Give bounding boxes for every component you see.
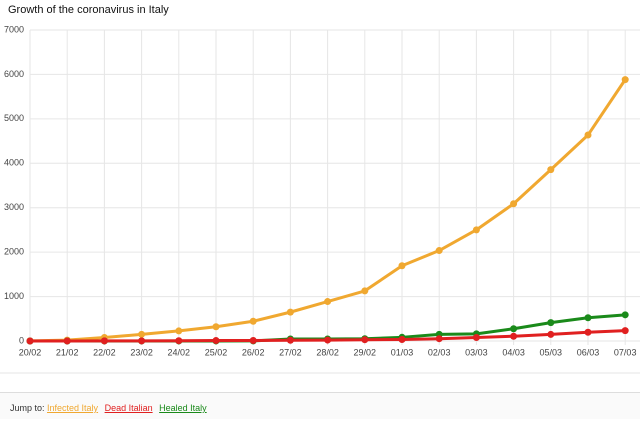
point bbox=[286, 336, 294, 344]
point bbox=[398, 262, 406, 270]
footer: Jump to: Infected Italy Dead Italian Hea… bbox=[0, 392, 640, 419]
x-tick-label: 05/03 bbox=[540, 347, 563, 357]
point bbox=[510, 200, 518, 208]
point bbox=[584, 131, 592, 139]
point bbox=[435, 247, 443, 255]
point bbox=[324, 336, 332, 344]
x-tick-label: 04/03 bbox=[502, 347, 525, 357]
point bbox=[249, 317, 257, 325]
point bbox=[621, 327, 629, 335]
x-tick-label: 06/03 bbox=[577, 347, 600, 357]
point bbox=[621, 76, 629, 84]
point bbox=[361, 336, 369, 344]
point bbox=[584, 314, 592, 322]
x-tick-label: 07/03 bbox=[614, 347, 637, 357]
x-tick-label: 03/03 bbox=[465, 347, 488, 357]
x-tick-label: 28/02 bbox=[316, 347, 339, 357]
x-tick-label: 02/03 bbox=[428, 347, 451, 357]
chart: Growth of the coronavirus in Italy 0 1000… bbox=[0, 4, 640, 374]
point bbox=[175, 337, 183, 345]
point bbox=[138, 330, 146, 338]
x-tick-label: 20/02 bbox=[19, 347, 42, 357]
x-tick-label: 26/02 bbox=[242, 347, 265, 357]
point bbox=[26, 337, 34, 345]
x-tick-label: 22/02 bbox=[93, 347, 116, 357]
point bbox=[547, 319, 555, 327]
point bbox=[547, 166, 555, 174]
point bbox=[212, 323, 220, 331]
y-tick-label: 2000 bbox=[4, 247, 24, 257]
x-tick-label: 01/03 bbox=[391, 347, 414, 357]
point bbox=[510, 332, 518, 340]
point bbox=[249, 336, 257, 344]
point bbox=[63, 337, 71, 345]
point bbox=[286, 308, 294, 316]
x-tick-label: 27/02 bbox=[279, 347, 302, 357]
point bbox=[175, 327, 183, 335]
x-tick-label: 21/02 bbox=[56, 347, 79, 357]
x-tick-label: 23/02 bbox=[130, 347, 153, 357]
link[interactable]: Dead Italian bbox=[104, 403, 153, 413]
point bbox=[435, 335, 443, 343]
y-tick-label: 6000 bbox=[4, 69, 24, 79]
point bbox=[472, 226, 480, 234]
x-tick-label: 29/02 bbox=[354, 347, 377, 357]
point bbox=[361, 287, 369, 295]
y-tick-label: 5000 bbox=[4, 113, 24, 123]
x-tick-label: 24/02 bbox=[168, 347, 191, 357]
chart-title: Growth of the coronavirus in Italy bbox=[8, 4, 169, 16]
link[interactable]: Infected Italy bbox=[47, 403, 99, 413]
point bbox=[621, 311, 629, 319]
point bbox=[138, 337, 146, 345]
point bbox=[212, 337, 220, 345]
point bbox=[324, 298, 332, 306]
point bbox=[510, 325, 518, 333]
point bbox=[100, 337, 108, 345]
point bbox=[398, 335, 406, 343]
point bbox=[472, 333, 480, 341]
footer-label: Jump to: bbox=[10, 403, 45, 413]
y-tick-label: 3000 bbox=[4, 202, 24, 212]
point bbox=[584, 328, 592, 336]
y-tick-label: 7000 bbox=[4, 24, 24, 34]
y-tick-label: 0 bbox=[19, 335, 24, 345]
link[interactable]: Healed Italy bbox=[159, 403, 207, 413]
y-tick-label: 4000 bbox=[4, 158, 24, 168]
x-tick-label: 25/02 bbox=[205, 347, 228, 357]
point bbox=[547, 330, 555, 338]
y-tick-label: 1000 bbox=[4, 291, 24, 301]
